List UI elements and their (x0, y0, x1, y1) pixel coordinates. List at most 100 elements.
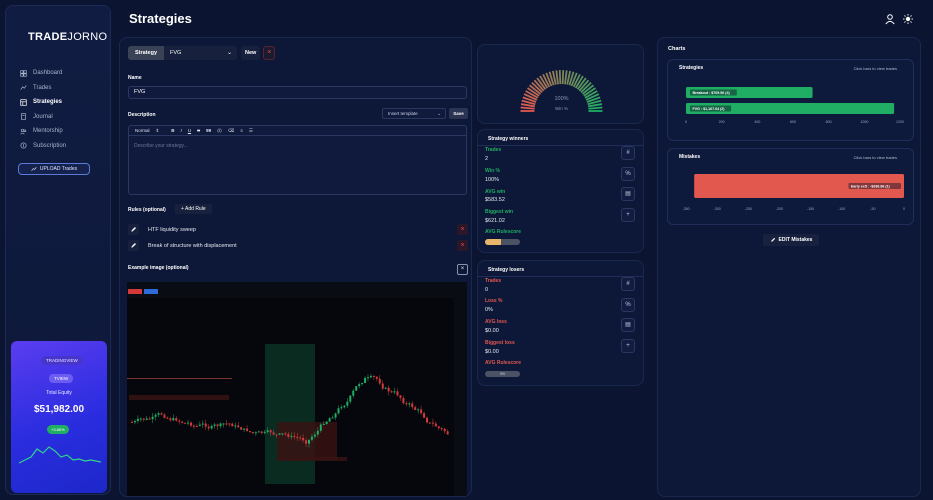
percent-icon[interactable]: % (621, 298, 635, 312)
description-label: Description (128, 112, 156, 118)
losers-biggest-label: Biggest loss (485, 340, 515, 346)
code-icon[interactable]: ⟨/⟩ (217, 127, 222, 133)
bar-label-bg (690, 89, 737, 96)
winners-trades-label: Trades (485, 147, 502, 153)
sidebar-item-label: Subscription (33, 142, 67, 149)
user-icon[interactable] (884, 13, 896, 25)
strategy-losers-card: Strategy losers Trades 0 Loss % 0% AVG l… (477, 260, 644, 386)
calculator-icon[interactable]: ▤ (621, 318, 635, 332)
add-rule-button[interactable]: + Add Rule (175, 204, 212, 214)
gauge-tick (542, 73, 551, 88)
edit-rule-button[interactable] (128, 224, 139, 235)
chart-bar[interactable] (686, 87, 813, 98)
delete-rule-button[interactable]: × (457, 224, 468, 235)
gauge-tick (520, 103, 536, 108)
charts-panel: Charts Strategies Click bars to view tra… (657, 37, 921, 497)
sidebar-item-label: Dashboard (33, 70, 63, 77)
bullet-list-icon[interactable]: ☰ (248, 127, 253, 133)
insert-template-select[interactable]: Insert template ⌄ (382, 108, 446, 119)
gauge-tick (564, 70, 568, 85)
sidebar-item-journal[interactable]: Journal (20, 110, 106, 125)
x-tick-label: 600 (790, 120, 796, 124)
chart-bar[interactable] (686, 103, 895, 114)
trend-up-icon (31, 167, 37, 171)
edit-rule-button[interactable] (128, 240, 139, 251)
name-field[interactable]: FVG (128, 86, 467, 99)
edit-mistakes-label: EDIT Mistakes (778, 237, 813, 243)
gauge-tick (568, 71, 575, 86)
trades-icon (20, 85, 27, 91)
description-editor[interactable]: Describe your strategy... (128, 135, 467, 195)
gauge-tick (584, 90, 598, 99)
remove-image-button[interactable]: × (457, 264, 468, 275)
percent-icon[interactable]: % (621, 167, 635, 181)
save-button[interactable]: Save (449, 108, 468, 119)
strike-button[interactable]: S (197, 128, 201, 133)
clean-icon[interactable]: ⌫ (227, 127, 235, 133)
bold-button[interactable]: B (171, 128, 175, 133)
sidebar-item-label: Trades (33, 84, 52, 91)
x-tick-label: -350 (682, 207, 689, 211)
winners-avg-value: $583.52 (485, 197, 505, 203)
hash-icon[interactable]: # (621, 146, 635, 160)
equity-label: Total Equity (46, 390, 72, 396)
delete-rule-button[interactable]: × (457, 240, 468, 251)
chart-bar[interactable] (694, 174, 904, 198)
calculator-icon[interactable]: ▤ (621, 187, 635, 201)
win-rate-gauge (520, 69, 603, 112)
italic-button[interactable]: I (180, 128, 182, 133)
gauge-tick (585, 93, 600, 101)
sidebar-item-strategies[interactable]: Strategies (20, 95, 106, 110)
edit-mistakes-button[interactable]: EDIT Mistakes (763, 234, 819, 246)
losers-trades-value: 0 (485, 287, 489, 293)
x-tick-label: 400 (754, 120, 760, 124)
gauge-tick (587, 103, 603, 108)
close-icon: × (460, 226, 465, 233)
losers-avg-value: $0.00 (485, 328, 499, 334)
ordered-list-icon[interactable]: ≡ (240, 128, 243, 133)
gauge-tick (558, 69, 562, 85)
sidebar-item-subscription[interactable]: Subscription (20, 139, 106, 154)
winners-title: Strategy winners (488, 136, 529, 142)
equity-change-badge: +3.86% (47, 425, 69, 434)
x-tick-label: -250 (745, 207, 752, 211)
strategy-editor-panel: Strategy FVG ⌄ New × Name FVG Descriptio… (119, 37, 472, 497)
journal-icon (21, 113, 26, 120)
bar-label: FVG : $1,167.04 (2) (693, 107, 726, 111)
upload-trades-label: UPLOAD Trades (39, 166, 78, 172)
tab-strategy[interactable]: Strategy (128, 46, 165, 60)
quote-button[interactable]: 99 (206, 128, 212, 133)
sidebar-item-trades[interactable]: Trades (20, 81, 106, 96)
plus-icon[interactable]: + (621, 208, 635, 222)
x-tick-label: -300 (714, 207, 721, 211)
rule-text: HTF liquidity sweep (148, 227, 196, 233)
gauge-tick (533, 79, 545, 92)
new-strategy-button[interactable]: New (241, 46, 261, 60)
account-badge[interactable]: TVIEW (49, 374, 74, 383)
losers-rulescore-bar: 0% (485, 371, 520, 377)
x-tick-label: -150 (807, 207, 814, 211)
mentorship-icon (20, 128, 27, 135)
delete-strategy-button[interactable]: × (263, 46, 276, 60)
sidebar-item-mentorship[interactable]: Mentorship (20, 124, 106, 139)
gauge-tick (587, 99, 602, 106)
sun-icon[interactable] (902, 13, 914, 25)
format-select[interactable]: Normal (135, 128, 150, 133)
close-icon: × (460, 242, 465, 249)
x-tick-label: 1000 (860, 120, 868, 124)
app-logo[interactable]: TRADEJORNO (28, 31, 108, 43)
gauge-tick (521, 99, 536, 106)
winners-avg-label: AVG win (485, 189, 506, 195)
strategy-select[interactable]: FVG ⌄ (164, 46, 238, 60)
divider (478, 276, 643, 277)
winners-trades-value: 2 (485, 156, 489, 162)
strategies-bar-chart: 0 200 400 600 800 1000 1200 Breakout : $709.56 … (685, 87, 904, 124)
upload-trades-button[interactable]: UPLOAD Trades (18, 163, 90, 175)
example-chart-image (127, 282, 467, 496)
underline-button[interactable]: U (187, 128, 192, 133)
gauge-tick (555, 70, 559, 85)
hash-icon[interactable]: # (621, 277, 635, 291)
plus-icon[interactable]: + (621, 339, 635, 353)
sidebar-item-dashboard[interactable]: Dashboard (20, 66, 106, 81)
x-tick-label: 800 (826, 120, 832, 124)
